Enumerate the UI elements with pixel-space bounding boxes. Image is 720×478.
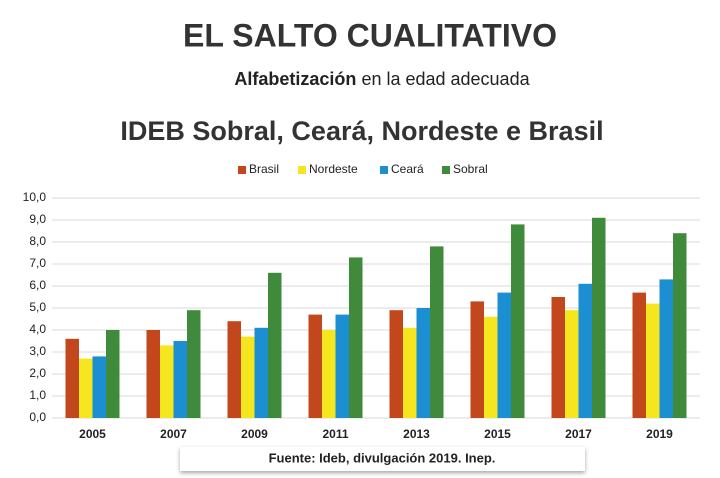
- x-tick-label: 2019: [646, 427, 673, 441]
- subtitle-rest: en la edad adecuada: [361, 69, 530, 89]
- legend-label: Sobral: [453, 162, 488, 176]
- y-tick-label: 8,0: [29, 234, 46, 248]
- y-tick-label: 4,0: [29, 322, 46, 336]
- y-tick-label: 7,0: [29, 256, 46, 270]
- bar: [308, 314, 322, 418]
- bar: [160, 345, 174, 418]
- legend-swatch: [380, 166, 388, 174]
- legend-label: Brasil: [249, 162, 279, 176]
- legend-swatch: [442, 166, 450, 174]
- bar: [268, 272, 282, 418]
- legend-item: Ceará: [380, 162, 424, 176]
- legend-swatch: [298, 166, 306, 174]
- y-tick-label: 9,0: [29, 212, 46, 226]
- bar: [403, 327, 417, 418]
- y-tick-label: 0,0: [29, 410, 46, 424]
- bar: [565, 310, 579, 418]
- x-tick-label: 2013: [403, 427, 430, 441]
- y-tick-label: 3,0: [29, 344, 46, 358]
- legend-label: Nordeste: [309, 162, 358, 176]
- page-title: EL SALTO CUALITATIVO: [183, 17, 557, 53]
- bar: [106, 330, 120, 418]
- bar: [227, 321, 241, 418]
- subtitle-bold: Alfabetización: [234, 69, 356, 89]
- bar: [146, 330, 160, 418]
- bar: [92, 356, 106, 418]
- x-tick-label: 2015: [484, 427, 511, 441]
- bar: [79, 358, 93, 418]
- legend-swatch: [238, 166, 246, 174]
- source: Fuente: Ideb, divulgación 2019. Inep.: [269, 450, 496, 465]
- bar: [673, 233, 687, 418]
- bar: [497, 292, 511, 418]
- bar: [335, 314, 349, 418]
- bar: [322, 330, 336, 418]
- chart-title: IDEB Sobral, Ceará, Nordeste e Brasil: [120, 116, 603, 146]
- bar: [484, 316, 498, 418]
- bar: [430, 246, 444, 418]
- bar: [349, 257, 363, 418]
- bar: [511, 224, 525, 418]
- y-tick-label: 10,0: [23, 190, 47, 204]
- source-box: [180, 447, 585, 471]
- bar: [578, 283, 592, 418]
- bar: [592, 217, 606, 418]
- bar: [389, 310, 403, 418]
- x-tick-label: 2005: [79, 427, 106, 441]
- x-tick-label: 2017: [565, 427, 592, 441]
- bar: [659, 279, 673, 418]
- x-tick-label: 2007: [160, 427, 187, 441]
- x-tick-label: 2009: [241, 427, 268, 441]
- y-tick-label: 1,0: [29, 388, 46, 402]
- bar: [632, 292, 646, 418]
- bar: [187, 310, 201, 418]
- bar: [470, 301, 484, 418]
- y-tick-label: 2,0: [29, 366, 46, 380]
- bar: [241, 336, 255, 418]
- bar: [173, 341, 187, 418]
- legend-label: Ceará: [391, 162, 424, 176]
- bar: [646, 303, 660, 418]
- y-tick-label: 5,0: [29, 300, 46, 314]
- bar: [254, 327, 268, 418]
- x-tick-label: 2011: [322, 427, 348, 441]
- bar: [65, 338, 79, 418]
- y-tick-label: 6,0: [29, 278, 46, 292]
- legend-item: Sobral: [442, 162, 488, 176]
- bar: [416, 308, 430, 418]
- legend-item: Brasil: [238, 162, 279, 176]
- legend-item: Nordeste: [298, 162, 358, 176]
- page-subtitle: Alfabetización en la edad adecuada: [234, 69, 530, 89]
- bar: [551, 297, 565, 418]
